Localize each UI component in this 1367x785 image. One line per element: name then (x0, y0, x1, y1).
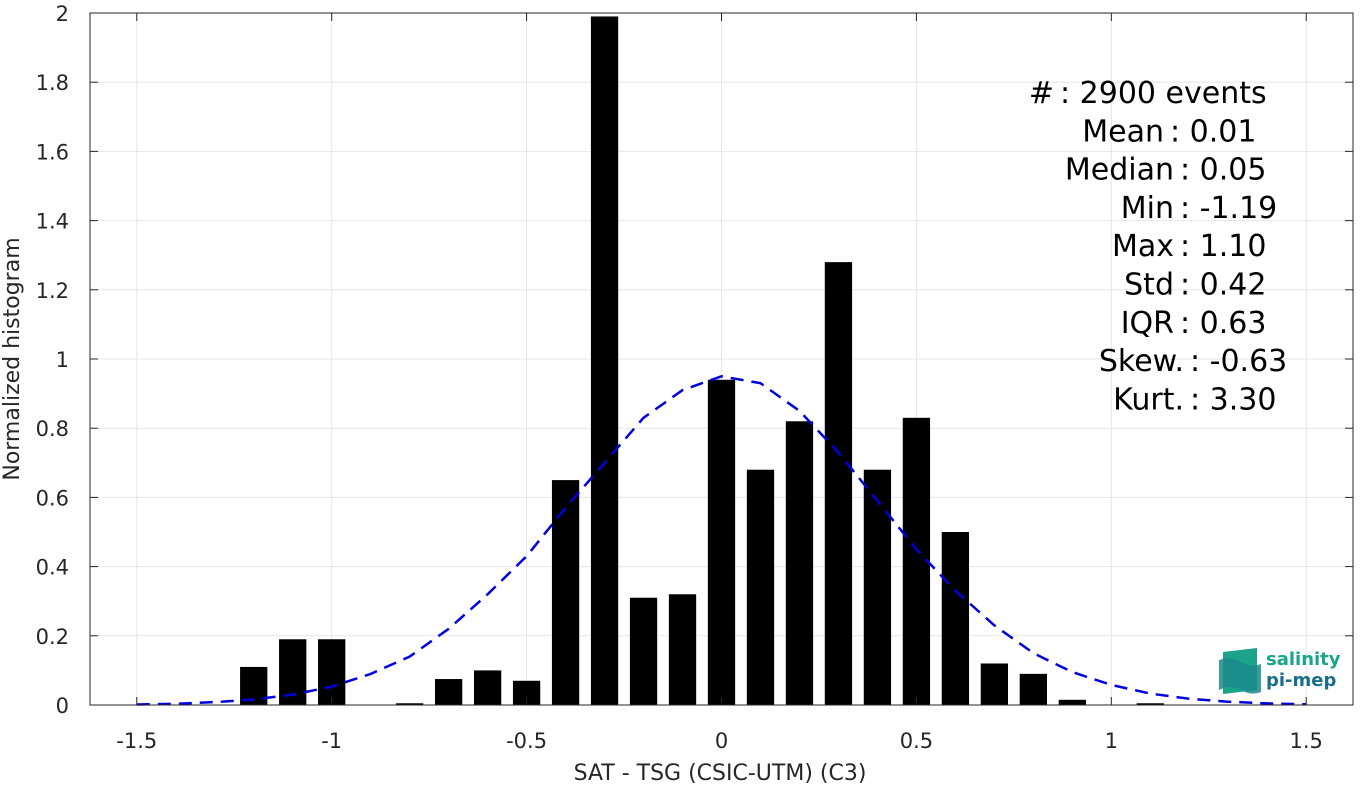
histogram-bar (1136, 703, 1164, 705)
histogram-bar (785, 421, 814, 705)
salinity-pi-mep-logo: salinity pi-mep (1219, 648, 1341, 694)
logo-text-line2: pi-mep (1266, 670, 1336, 691)
stat-value: : 3.30 (1190, 382, 1276, 417)
stat-label: # (1029, 76, 1054, 111)
stat-value: : 1.10 (1180, 229, 1266, 264)
x-tick-label: -0.5 (506, 729, 547, 753)
histogram-bar (1019, 673, 1047, 705)
stat-label: IQR (1121, 306, 1174, 341)
histogram-bar (1058, 699, 1086, 705)
x-axis-label: SAT - TSG (CSIC-UTM) (C3) (574, 761, 867, 785)
histogram-bar (746, 469, 775, 705)
stat-value: : -1.19 (1180, 191, 1277, 226)
stat-value: : 0.01 (1170, 114, 1256, 149)
y-tick-label: 0 (56, 694, 69, 718)
stat-label: Mean (1082, 114, 1164, 149)
x-tick-label: 0.5 (900, 729, 933, 753)
x-tick-label: -1.5 (116, 729, 157, 753)
histogram-bar (941, 532, 970, 705)
histogram-bar (980, 663, 1009, 705)
histogram-bar (629, 597, 658, 705)
histogram-bar (318, 639, 346, 705)
histogram-bar (396, 703, 424, 705)
y-tick-label: 1.8 (36, 71, 69, 95)
y-tick-label: 0.2 (36, 625, 69, 649)
y-axis-ticks: 0 0.2 0.4 0.6 0.8 1 1.2 1.4 1.6 1.8 2 (36, 2, 1353, 718)
y-tick-label: 1 (56, 348, 69, 372)
histogram-bar (434, 679, 463, 705)
y-tick-label: 2 (56, 2, 69, 26)
logo-text-line1: salinity (1266, 649, 1341, 670)
histogram-bar (863, 469, 892, 705)
normal-fit-curve-layer (136, 375, 1307, 706)
histogram-bar (551, 480, 580, 705)
y-tick-label: 0.8 (36, 417, 69, 441)
stat-label: Kurt. (1113, 382, 1184, 417)
stat-label: Std (1124, 268, 1174, 303)
logo-waves-icon-front (1219, 658, 1261, 694)
histogram-bar (824, 262, 853, 705)
stat-label: Max (1112, 229, 1174, 264)
y-tick-label: 1.6 (36, 140, 69, 164)
stat-value: : 0.05 (1180, 153, 1266, 188)
y-axis-label: Normalized histogram (0, 237, 25, 480)
y-tick-label: 1.2 (36, 279, 69, 303)
x-tick-label: 0 (715, 729, 728, 753)
stat-value: : 2900 events (1060, 76, 1267, 111)
histogram-bar (902, 417, 931, 705)
histogram-bars (240, 16, 1164, 705)
stat-value: : 0.42 (1180, 268, 1266, 303)
histogram-bar (590, 16, 619, 705)
y-tick-label: 0.6 (36, 486, 69, 510)
normal-fit-curve (136, 375, 1307, 706)
x-tick-label: 1 (1105, 729, 1118, 753)
stat-value: : -0.63 (1190, 344, 1287, 379)
stat-label: Median (1065, 153, 1174, 188)
x-tick-label: 1.5 (1290, 729, 1323, 753)
histogram-bar (473, 670, 502, 705)
y-tick-label: 1.4 (36, 210, 69, 234)
histogram-bar (668, 594, 697, 705)
stat-label: Min (1121, 191, 1174, 226)
histogram-bar (707, 379, 736, 705)
x-axis-ticks: -1.5 -1 -0.5 0 0.5 1 1.5 (116, 13, 1323, 753)
stat-value: : 0.63 (1180, 306, 1266, 341)
stat-label: Skew. (1099, 344, 1184, 379)
x-tick-label: -1 (321, 729, 342, 753)
y-tick-label: 0.4 (36, 556, 69, 580)
